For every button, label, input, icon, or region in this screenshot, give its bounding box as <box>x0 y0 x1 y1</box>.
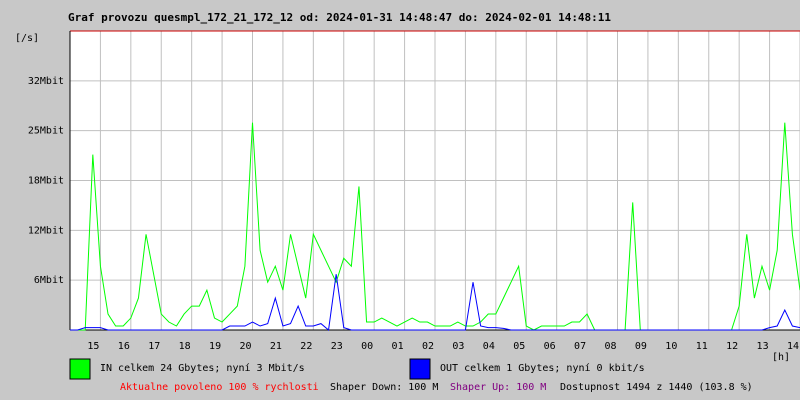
legend-swatch <box>69 358 91 380</box>
footer-text: Shaper Up: 100 M <box>450 382 546 393</box>
legend-swatch <box>409 358 431 380</box>
x-tick-label: 22 <box>300 341 312 352</box>
x-tick-label: 15 <box>87 341 99 352</box>
y-unit: [/s] <box>15 33 39 44</box>
y-tick-label: 6Mbit <box>34 275 64 286</box>
legend-label: IN celkem 24 Gbytes; nyní 3 Mbit/s <box>100 362 305 374</box>
x-tick-label: 11 <box>696 341 708 352</box>
footer-text: Shaper Down: 100 M <box>330 382 438 393</box>
footer-text: Dostupnost 1494 z 1440 (103.8 %) <box>560 382 753 393</box>
footer-text: Aktualne povoleno 100 % rychlosti <box>120 382 319 393</box>
series-line <box>70 274 800 331</box>
x-tick-label: 01 <box>392 341 404 352</box>
x-tick-label: 10 <box>665 341 677 352</box>
x-tick-label: 09 <box>635 341 647 352</box>
x-tick-label: 13 <box>757 341 769 352</box>
x-tick-label: 20 <box>239 341 251 352</box>
x-tick-label: 18 <box>179 341 191 352</box>
x-tick-label: 08 <box>604 341 616 352</box>
y-tick-label: 32Mbit <box>28 76 64 87</box>
x-tick-label: 07 <box>574 341 586 352</box>
x-tick-label: 03 <box>452 341 464 352</box>
x-tick-label: 02 <box>422 341 434 352</box>
x-unit: [h] <box>772 352 790 363</box>
x-tick-label: 05 <box>513 341 525 352</box>
x-tick-label: 16 <box>118 341 130 352</box>
y-tick-label: 12Mbit <box>28 225 64 236</box>
x-tick-label: 12 <box>726 341 738 352</box>
x-tick-label: 00 <box>361 341 373 352</box>
x-tick-label: 17 <box>148 341 160 352</box>
legend-label: OUT celkem 1 Gbytes; nyní 0 kbit/s <box>440 362 645 374</box>
y-tick-label: 25Mbit <box>28 126 64 137</box>
x-tick-label: 06 <box>544 341 556 352</box>
y-tick-label: 18Mbit <box>28 176 64 187</box>
x-tick-label: 23 <box>331 341 343 352</box>
x-tick-label: 21 <box>270 341 282 352</box>
x-tick-label: 04 <box>483 341 495 352</box>
x-tick-label: 14 <box>787 341 799 352</box>
chart-title: Graf provozu quesmpl_172_21_172_12 od: 2… <box>68 11 611 24</box>
x-tick-label: 19 <box>209 341 221 352</box>
